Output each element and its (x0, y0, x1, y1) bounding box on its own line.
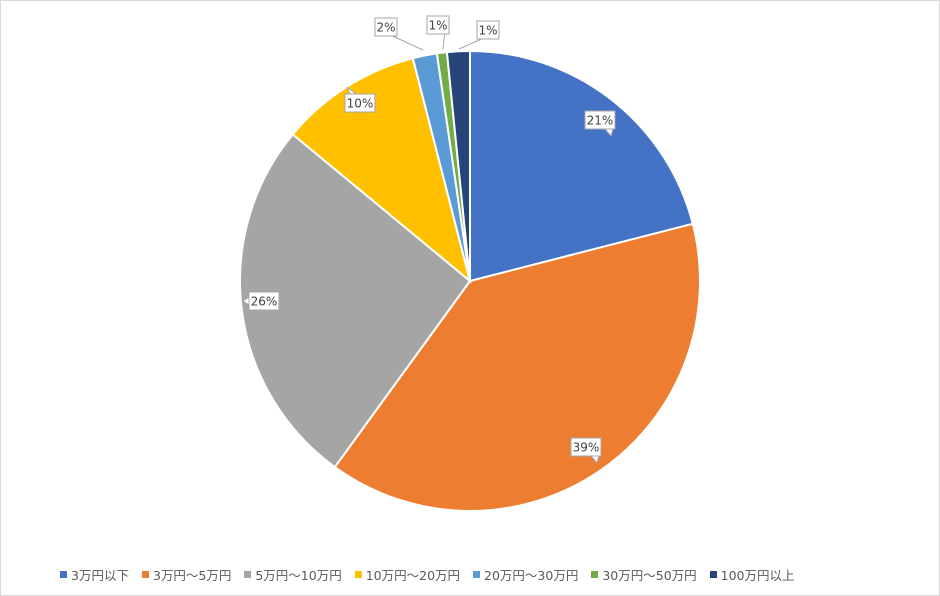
data-label-text: 10% (347, 97, 374, 111)
data-label: 26% (242, 291, 280, 311)
legend-label: 30万円～50万円 (602, 568, 697, 583)
pie-slice (333, 222, 701, 512)
data-label: 1% (458, 20, 500, 50)
legend-item: 10万円～20万円 (354, 565, 461, 584)
legend-label: 20万円～30万円 (484, 568, 579, 583)
pie-slice (291, 57, 472, 284)
data-label: 2% (374, 17, 424, 51)
legend-swatch (591, 571, 599, 578)
legend-item: 3万円以下 (60, 565, 129, 584)
legend-swatch (709, 571, 717, 578)
legend: 3万円以下 3万円～5万円 5万円～10万円 10万円～20万円 20万円～30万円 30… (60, 565, 795, 584)
legend-swatch (473, 571, 481, 578)
data-label-text: 2% (376, 21, 395, 35)
data-label: 39% (570, 437, 602, 465)
legend-swatch (244, 571, 252, 578)
data-label: 21% (584, 110, 616, 138)
legend-swatch (60, 571, 67, 578)
data-label-text: 1% (428, 19, 447, 33)
legend-item: 3万円～5万円 (141, 565, 232, 584)
legend-label: 3万円～5万円 (152, 568, 232, 583)
legend-label: 10万円～20万円 (365, 568, 461, 583)
data-label-text: 39% (573, 441, 600, 455)
legend-label: 3万円以下 (71, 568, 129, 583)
legend-item: 20万円～30万円 (473, 565, 578, 584)
data-label-text: 1% (478, 24, 497, 38)
pie-slice (239, 132, 472, 469)
legend-item: 30万円～50万円 (591, 565, 697, 584)
pie-slice (445, 49, 471, 282)
data-label-text: 26% (251, 295, 278, 309)
legend-swatch (141, 571, 149, 578)
data-label: 1% (426, 15, 450, 50)
pie-slice (469, 49, 694, 283)
legend-label: 100万円以上 (720, 568, 795, 583)
data-label: 10% (344, 86, 376, 113)
data-label-text: 21% (587, 114, 614, 128)
legend-item: 5万円～10万円 (244, 565, 342, 584)
legend-label: 5万円～10万円 (255, 568, 342, 583)
legend-item: 100万円以上 (709, 565, 795, 584)
legend-swatch (354, 571, 362, 578)
